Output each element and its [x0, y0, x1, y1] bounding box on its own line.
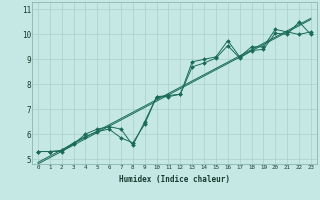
X-axis label: Humidex (Indice chaleur): Humidex (Indice chaleur) [119, 175, 230, 184]
